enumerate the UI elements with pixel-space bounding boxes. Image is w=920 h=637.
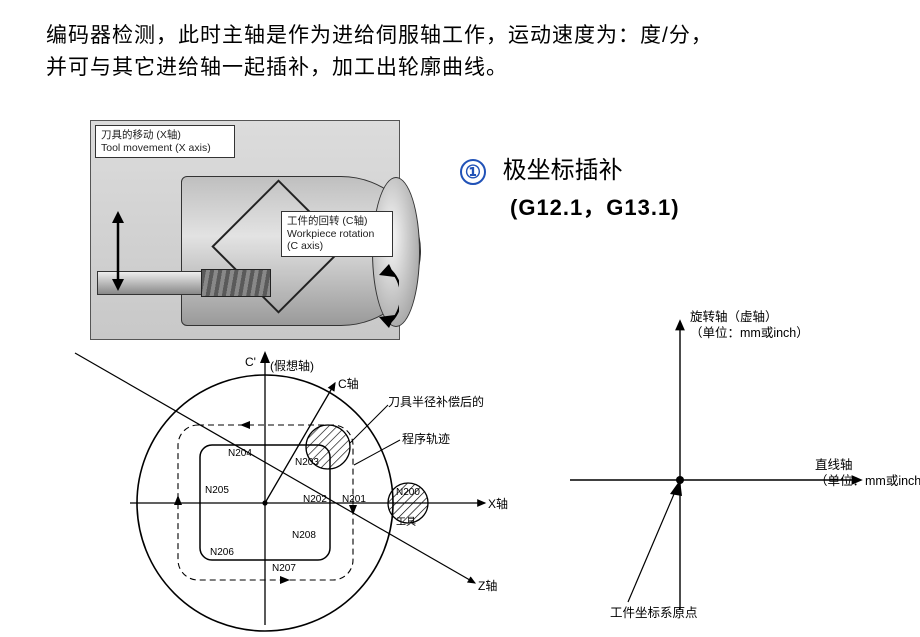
rotary-axis-line2: （单位：mm或inch） [690, 326, 809, 340]
linear-axis-line1: 直线轴 [815, 458, 853, 472]
c-axis-rotation-arrow-icon [339, 261, 399, 331]
polar-interpolation-schematic: C' (假想轴) C轴 刀具半径补偿后的 程序轨迹 X轴 Z轴 工具 N200 … [70, 345, 520, 635]
tool-movement-cn: 刀具的移动 (X轴) [101, 129, 181, 141]
n201-label: N201 [342, 494, 366, 505]
section-number-icon: ① [460, 159, 486, 185]
x-axis-label: X轴 [488, 495, 508, 512]
n204-label: N204 [228, 448, 252, 459]
section-title-text: 极坐标插补 [503, 157, 623, 184]
section-subtitle: (G12.1，G13.1) [510, 190, 680, 222]
tool-radius-comp-label: 刀具半径补偿后的 [388, 393, 484, 410]
paragraph-line-2: 并可与其它进给轴一起插补，加工出轮廓曲线。 [46, 52, 508, 84]
n203-label: N203 [295, 457, 319, 468]
coordinate-system-figure: 旋转轴（虚轴） （单位：mm或inch） 直线轴 （单位：mm或inch） 工件… [560, 310, 900, 630]
schematic-svg [70, 345, 520, 635]
z-axis-label: Z轴 [478, 577, 497, 594]
x-axis-arrow-icon [106, 211, 136, 291]
rotary-axis-label: 旋转轴（虚轴） （单位：mm或inch） [690, 310, 809, 341]
n200-label: N200 [396, 487, 420, 498]
section-title: ① 极坐标插补 [460, 150, 623, 185]
tool-movement-label: 刀具的移动 (X轴) Tool movement (X axis) [95, 125, 235, 158]
workpiece-rotation-label: 工件的回转 (C轴) Workpiece rotation (C axis) [281, 211, 393, 257]
tool-movement-en: Tool movement (X axis) [101, 142, 211, 154]
n206-label: N206 [210, 547, 234, 558]
tool-bit [201, 269, 271, 297]
workpiece-rotation-en: Workpiece rotation (C axis) [287, 228, 374, 253]
paragraph-line-1: 编码器检测，此时主轴是作为进给伺服轴工作，运动速度为：度/分， [46, 20, 713, 52]
n202-label: N202 [303, 494, 327, 505]
n208-label: N208 [292, 530, 316, 541]
n205-label: N205 [205, 485, 229, 496]
c-prime-label: C' [245, 355, 256, 369]
program-path-label: 程序轨迹 [402, 430, 450, 447]
workpiece-rotation-cn: 工件的回转 (C轴) [287, 215, 368, 227]
linear-axis-label: 直线轴 （单位：mm或inch） [815, 458, 905, 489]
imaginary-axis-label: (假想轴) [270, 357, 314, 374]
tool-workpiece-figure: 刀具的移动 (X轴) Tool movement (X axis) 工件的回转 … [90, 120, 400, 340]
origin-label: 工件坐标系原点 [610, 606, 698, 622]
tool-label: 工具 [396, 513, 416, 528]
rotary-axis-line1: 旋转轴（虚轴） [690, 310, 778, 324]
n207-label: N207 [272, 563, 296, 574]
linear-axis-line2: （单位：mm或inch） [815, 474, 920, 488]
c-axis-label: C轴 [338, 375, 359, 392]
